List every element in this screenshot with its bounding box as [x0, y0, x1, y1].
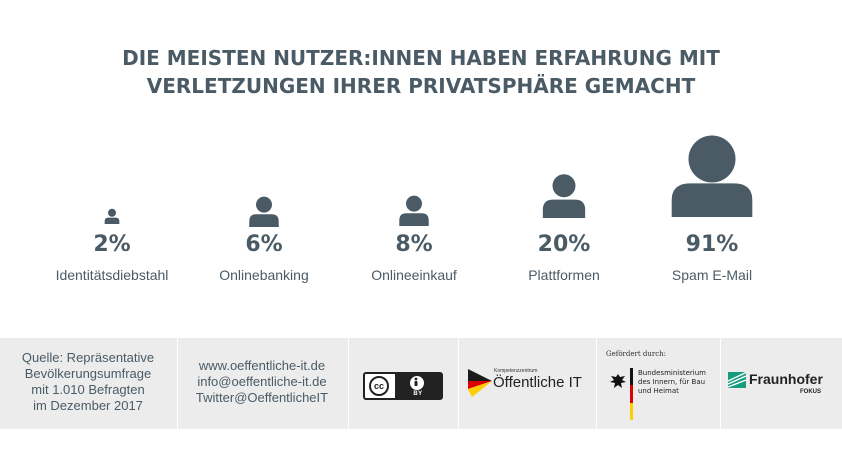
email-link[interactable]: info@oeffentliche-it.de [197, 374, 327, 389]
stat-label: Onlinebanking [219, 267, 309, 283]
attribution-icon [409, 375, 425, 391]
person-icon [104, 208, 120, 224]
person-icon [542, 174, 586, 218]
twitter-link[interactable]: Twitter@OeffentlicheIT [195, 390, 329, 405]
footer-divider [720, 338, 721, 429]
contact-block: www.oeffentliche-it.de info@oeffentliche… [182, 358, 342, 449]
ministry-logo: Gefördert durch: Bundesministerium des I… [606, 350, 716, 422]
website-link[interactable]: www.oeffentliche-it.de [198, 358, 326, 373]
stat-value: 6% [245, 232, 283, 257]
stat-label: Identitätsdiebstahl [55, 267, 169, 283]
stat-label: Onlineeinkauf [371, 267, 457, 283]
person-icon [671, 135, 753, 217]
stat-value: 91% [685, 232, 739, 257]
cc-icon: cc [369, 376, 389, 396]
stat-value: 8% [395, 232, 433, 257]
stat-label: Plattformen [528, 267, 600, 283]
kompetenzzentrum-logo: Kompetenzzentrum Öffentliche IT [468, 366, 590, 400]
funded-by-label: Gefördert durch: [606, 350, 667, 358]
by-label: BY [413, 391, 423, 397]
fraunhofer-logo: Fraunhofer FOKUS [728, 370, 838, 404]
footer-divider [348, 338, 349, 429]
stat-value: 20% [537, 232, 591, 257]
footer-divider [596, 338, 597, 429]
person-icon [399, 195, 429, 226]
fraunhofer-mark-icon [728, 372, 746, 388]
ministry-name: Bundesministerium des Innern, für Bau un… [638, 369, 706, 395]
cc-by-license-badge: cc BY [363, 372, 443, 400]
headline: DIE MEISTEN NUTZER:INNEN HABEN ERFAHRUNG… [0, 44, 842, 100]
headline-line-1: DIE MEISTEN NUTZER:INNEN HABEN ERFAHRUNG… [122, 46, 720, 70]
federal-eagle-icon [610, 374, 626, 388]
stat-label: Spam E-Mail [671, 267, 753, 283]
flag-triangle-icon [468, 369, 492, 397]
source-note: Quelle: Repräsentative Bevölkerungsumfra… [21, 350, 155, 413]
flag-stripes [630, 368, 633, 420]
person-icon [249, 196, 279, 227]
footer-divider [177, 338, 178, 429]
stat-value: 2% [93, 232, 131, 257]
headline-line-2: VERLETZUNGEN IHRER PRIVATSPHÄRE GEMACHT [146, 74, 696, 98]
footer-divider [458, 338, 459, 429]
